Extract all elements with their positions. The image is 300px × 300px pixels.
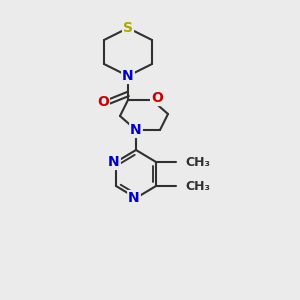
Text: N: N	[122, 69, 134, 83]
Text: CH₃: CH₃	[185, 155, 210, 169]
Text: O: O	[97, 95, 109, 109]
Text: CH₃: CH₃	[185, 179, 210, 193]
Text: N: N	[108, 155, 120, 169]
Text: S: S	[123, 21, 133, 35]
Text: O: O	[151, 91, 163, 105]
Text: N: N	[130, 123, 142, 137]
Text: N: N	[128, 191, 140, 205]
